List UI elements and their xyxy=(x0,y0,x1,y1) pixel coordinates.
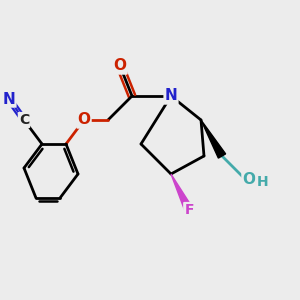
Text: C: C xyxy=(19,113,29,127)
Text: O: O xyxy=(77,112,91,128)
Text: H: H xyxy=(257,175,268,188)
Text: O: O xyxy=(113,58,127,74)
Polygon shape xyxy=(201,120,226,158)
Text: N: N xyxy=(3,92,15,106)
Text: N: N xyxy=(165,88,177,104)
Polygon shape xyxy=(171,174,193,212)
Text: O: O xyxy=(242,172,256,188)
Text: F: F xyxy=(184,203,194,217)
